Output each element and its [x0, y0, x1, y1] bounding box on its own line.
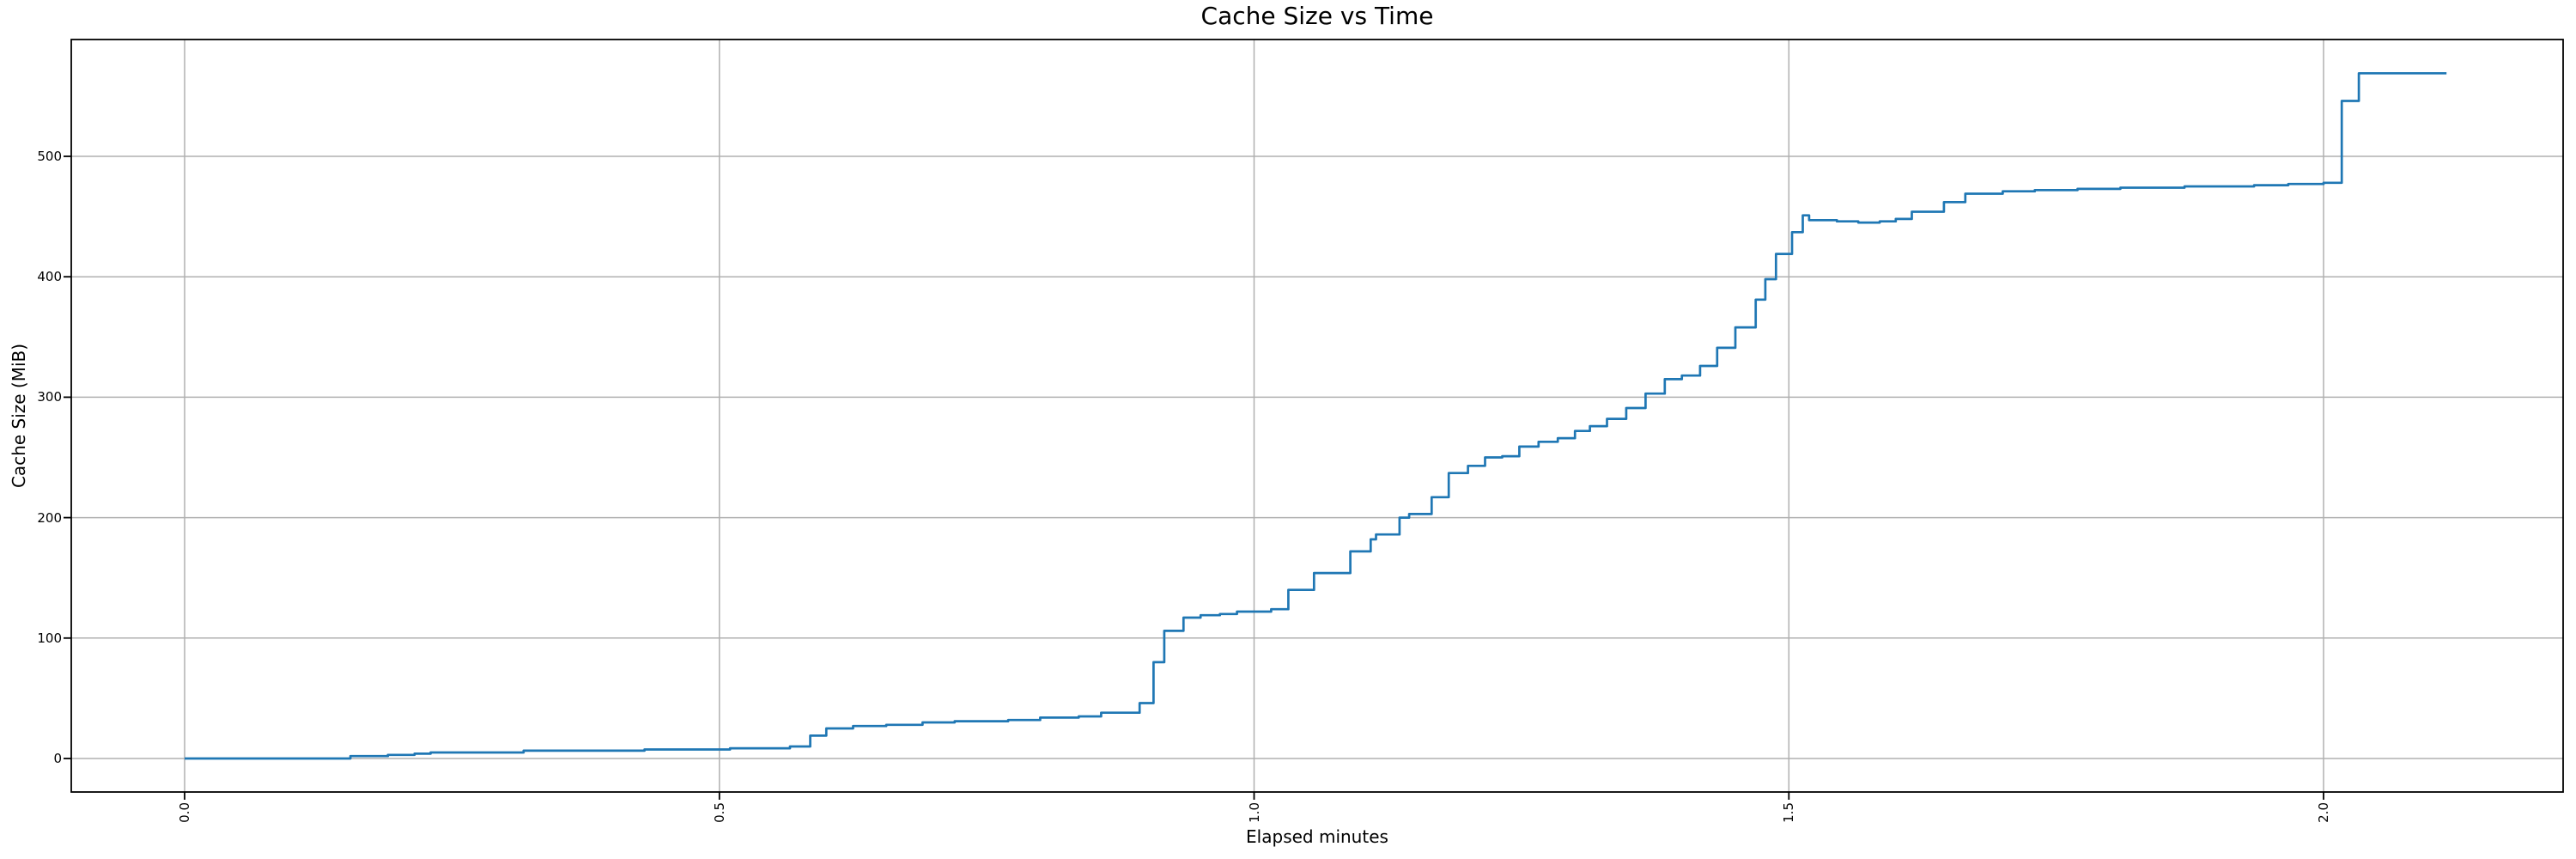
- x-tick-label: 1.5: [1781, 802, 1797, 823]
- y-tick-label: 500: [37, 148, 62, 164]
- y-tick-label: 100: [37, 630, 62, 646]
- x-axis-label: Elapsed minutes: [1246, 826, 1388, 847]
- x-tick-label: 1.0: [1246, 802, 1262, 823]
- y-tick-label: 300: [37, 389, 62, 405]
- y-tick-label: 200: [37, 509, 62, 526]
- x-tick-label: 2.0: [2316, 802, 2331, 823]
- x-tick-label: 0.0: [177, 802, 193, 823]
- chart-title: Cache Size vs Time: [1200, 2, 1434, 30]
- y-tick-label: 400: [37, 269, 62, 285]
- y-axis-label: Cache Size (MiB): [9, 343, 29, 489]
- y-tick-label: 0: [53, 751, 62, 767]
- x-tick-label: 0.5: [711, 802, 727, 823]
- data-line: [185, 71, 2447, 760]
- plot-border: [70, 39, 2564, 793]
